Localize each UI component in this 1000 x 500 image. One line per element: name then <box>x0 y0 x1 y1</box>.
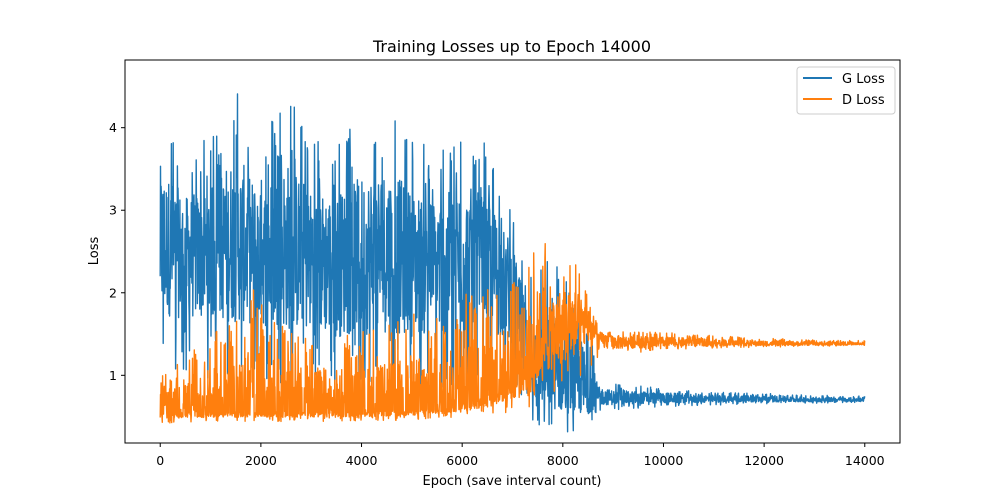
legend-label-d-loss: D Loss <box>842 93 885 108</box>
y-axis-label: Loss <box>87 237 102 266</box>
x-tick-label: 2000 <box>245 453 277 468</box>
y-tick-label: 4 <box>109 120 117 135</box>
x-tick-label: 10000 <box>644 453 684 468</box>
series-line-d-loss <box>159 242 866 424</box>
x-axis-label: Epoch (save interval count) <box>422 474 601 489</box>
y-tick-label: 2 <box>109 285 117 300</box>
y-tick-label: 3 <box>109 203 117 218</box>
tick-layer: 0 2000 4000 6000 8000 10000 12000 14000 1 2 3 4 <box>109 120 885 468</box>
x-tick-label: 12000 <box>744 453 784 468</box>
chart-title: Training Losses up to Epoch 14000 <box>372 37 651 56</box>
x-tick-label: 8000 <box>547 453 579 468</box>
x-tick-label: 6000 <box>446 453 478 468</box>
x-tick-label: 0 <box>156 453 164 468</box>
x-tick-label: 4000 <box>346 453 378 468</box>
plot-frame <box>124 59 901 444</box>
x-tick-label: 14000 <box>845 453 885 468</box>
series-layer <box>159 93 866 433</box>
legend-label-g-loss: G Loss <box>842 72 885 87</box>
y-tick-label: 1 <box>109 368 117 383</box>
legend: G Loss D Loss <box>796 66 896 115</box>
